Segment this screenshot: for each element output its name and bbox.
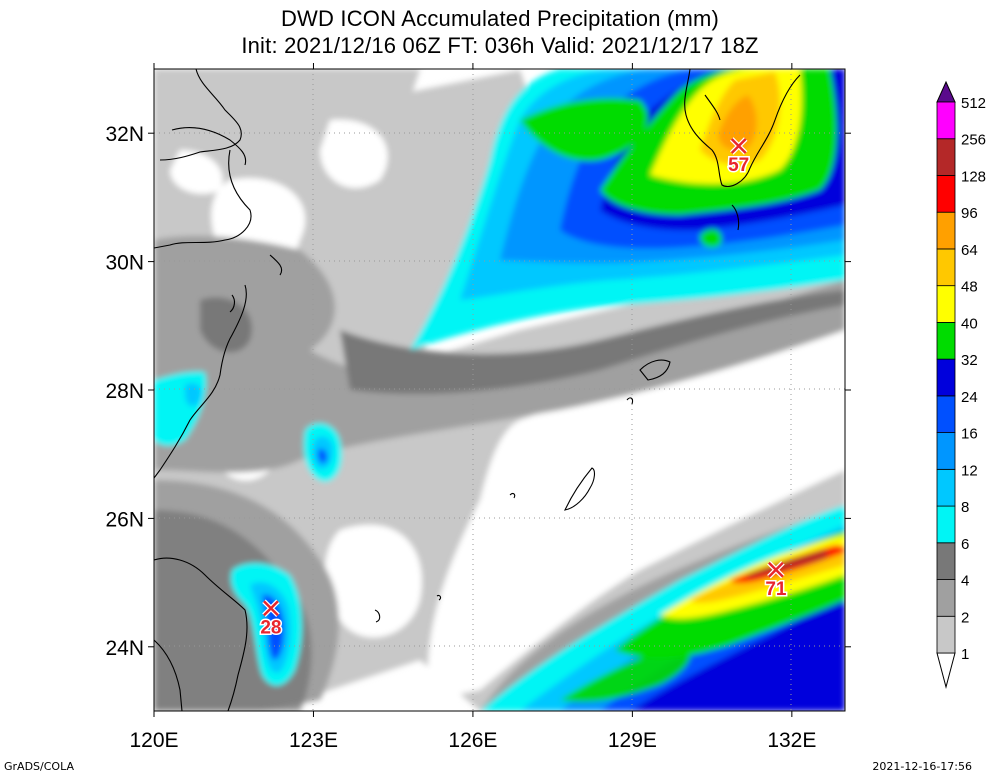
colorbar-label: 40 xyxy=(961,315,978,332)
colorbar-label: 128 xyxy=(961,168,986,185)
max-value-label: 57 xyxy=(728,155,749,176)
colorbar-segment xyxy=(936,211,956,250)
axes: 120E 123E 126E 129E 132E 32N 30N 28N 26N 24N xyxy=(105,63,851,752)
colorbar-label: 6 xyxy=(961,536,969,553)
colorbar-segment xyxy=(936,138,956,176)
colorbar-label: 256 xyxy=(961,132,986,149)
colorbar-segment xyxy=(936,285,956,323)
colorbar-segment xyxy=(936,321,956,360)
colorbar-label: 2 xyxy=(961,609,969,626)
max-value-label: 28 xyxy=(260,617,281,638)
colorbar-top-arrow xyxy=(936,80,956,103)
colorbar-bottom-arrow xyxy=(936,652,956,689)
cross-icon xyxy=(730,138,747,154)
cross-icon xyxy=(263,600,279,617)
lat-label: 26N xyxy=(105,508,144,531)
footer-software-label: GrADS/COLA xyxy=(4,760,74,773)
lat-label: 28N xyxy=(105,380,144,403)
lon-label: 129E xyxy=(608,729,657,752)
cross-icon xyxy=(768,561,784,578)
lon-label: 126E xyxy=(448,729,497,752)
colorbar-segment xyxy=(936,248,956,287)
map-subtitle: Init: 2021/12/16 06Z FT: 036h Valid: 202… xyxy=(241,33,759,58)
colorbar-segment xyxy=(936,579,956,617)
lon-label: 120E xyxy=(129,729,178,752)
grid-lines xyxy=(154,69,845,711)
colorbar-segment xyxy=(936,468,956,507)
max-marker-taiwan: 28 xyxy=(259,599,283,640)
colorbar-label: 64 xyxy=(961,242,978,259)
max-marker-southeast: 71 xyxy=(764,560,788,601)
colorbar-segment xyxy=(936,432,956,470)
colorbar-segment xyxy=(936,175,956,213)
colorbar-label: 12 xyxy=(961,462,978,479)
lat-label: 30N xyxy=(105,252,144,275)
lat-label: 24N xyxy=(105,637,144,660)
colorbar-label: 4 xyxy=(961,573,969,590)
colorbar-segment xyxy=(936,395,956,434)
colorbar-label: 48 xyxy=(961,279,978,296)
colorbar-label: 512 xyxy=(961,95,986,112)
precipitation-field: 57 71 28 xyxy=(154,69,845,711)
coastlines xyxy=(154,69,801,711)
colorbar-segment xyxy=(936,101,956,140)
max-value-label: 71 xyxy=(765,579,787,600)
max-markers: 57 71 28 xyxy=(259,137,788,640)
lon-label: 123E xyxy=(289,729,338,752)
colorbar-segment xyxy=(936,542,956,580)
colorbar-label: 1 xyxy=(961,646,969,663)
lat-label: 32N xyxy=(105,123,144,146)
colorbar-label: 96 xyxy=(961,205,978,222)
colorbar-segment xyxy=(936,615,956,654)
map-title: DWD ICON Accumulated Precipitation (mm) xyxy=(280,6,720,31)
colorbar-label: 8 xyxy=(961,499,969,516)
colorbar-label: 16 xyxy=(961,426,978,443)
footer-timestamp: 2021-12-16-17:56 xyxy=(872,760,972,773)
colorbar-segment xyxy=(936,505,956,544)
lon-label: 132E xyxy=(767,729,816,752)
colorbar-label: 24 xyxy=(961,389,978,406)
colorbar-segment xyxy=(936,358,956,397)
colorbar-label: 32 xyxy=(961,352,978,369)
max-marker-north: 57 xyxy=(727,137,751,178)
